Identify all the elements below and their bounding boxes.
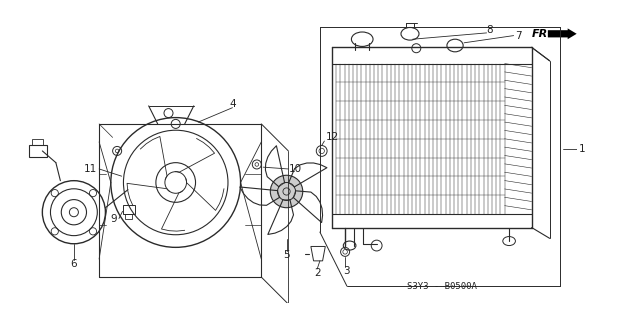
Bar [33, 139, 44, 145]
Text: 10: 10 [289, 164, 301, 174]
Text: S3Y3 - B0500A: S3Y3 - B0500A [406, 282, 476, 291]
Text: 7: 7 [515, 31, 522, 41]
Text: 8: 8 [486, 25, 493, 35]
Circle shape [270, 175, 303, 208]
Text: 3: 3 [344, 266, 350, 276]
Text: 12: 12 [326, 132, 339, 142]
Text: 9: 9 [111, 213, 117, 224]
Bar [122, 205, 135, 214]
FancyArrow shape [548, 28, 577, 39]
Text: FR.: FR. [532, 29, 552, 39]
Text: 5: 5 [284, 249, 290, 260]
Text: 1: 1 [579, 144, 585, 154]
Text: 4: 4 [229, 99, 236, 109]
Bar [125, 214, 132, 219]
Bar [29, 145, 47, 157]
Text: 2: 2 [314, 268, 321, 278]
Text: 6: 6 [70, 259, 77, 269]
Text: 11: 11 [84, 164, 97, 174]
